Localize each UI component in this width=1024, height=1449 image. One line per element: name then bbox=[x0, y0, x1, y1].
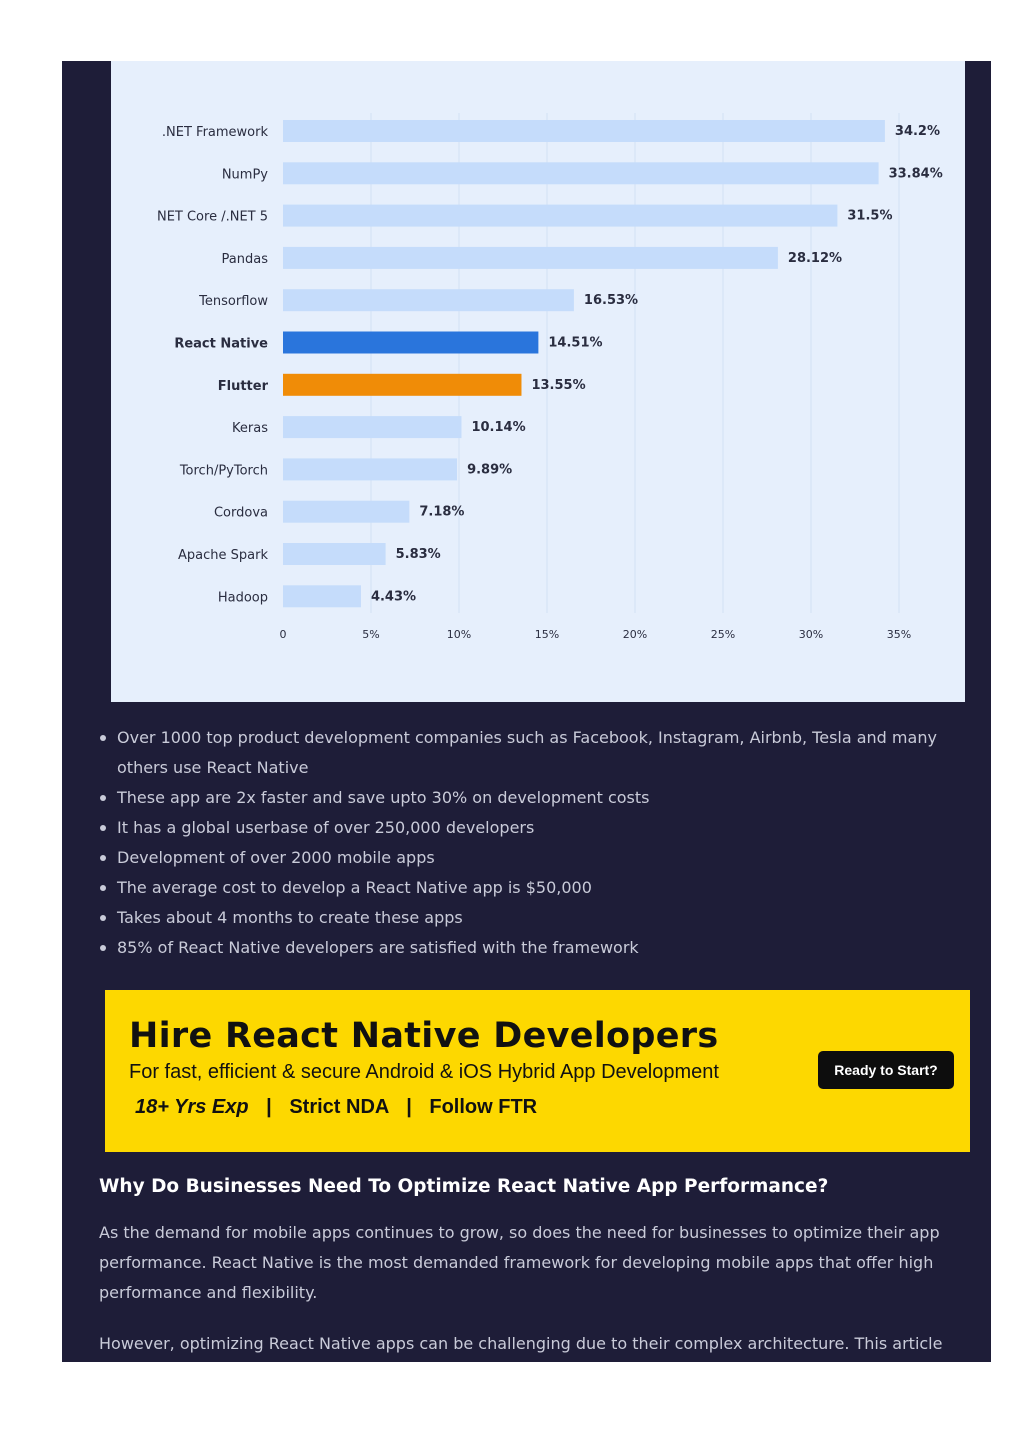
list-item: Takes about 4 months to create these app… bbox=[99, 903, 959, 933]
data-label: 9.89% bbox=[467, 462, 512, 477]
category-label: Apache Spark bbox=[178, 548, 268, 563]
tag-nda: Strict NDA bbox=[289, 1096, 389, 1118]
list-item: The average cost to develop a React Nati… bbox=[99, 873, 959, 903]
paragraph: As the demand for mobile apps continues … bbox=[99, 1223, 940, 1302]
tag-experience: 18+ Yrs Exp bbox=[135, 1096, 249, 1118]
category-label: NET Core /.NET 5 bbox=[157, 210, 268, 225]
category-label: Cordova bbox=[214, 506, 268, 521]
bar bbox=[283, 162, 879, 185]
data-label: 13.55% bbox=[531, 378, 585, 393]
data-label: 31.5% bbox=[847, 209, 892, 224]
data-label: 34.2% bbox=[895, 124, 940, 139]
banner-subtitle: For fast, efficient & secure Android & i… bbox=[129, 1061, 719, 1083]
category-label: NumPy bbox=[222, 167, 268, 182]
article-panel: 0 5% 10% 15% 20% 25% 30% 35% .NET Framework 34.2%… bbox=[62, 61, 991, 1362]
chart-svg: 0 5% 10% 15% 20% 25% 30% 35% .NET Framework 34.2%… bbox=[157, 113, 943, 641]
ready-to-start-button[interactable]: Ready to Start? bbox=[818, 1051, 954, 1089]
bar bbox=[283, 458, 458, 481]
bar bbox=[283, 289, 574, 312]
category-label: Torch/PyTorch bbox=[179, 463, 268, 478]
list-item: These app are 2x faster and save upto 30… bbox=[99, 783, 959, 813]
category-label: Pandas bbox=[222, 252, 269, 267]
x-tick-label: 10% bbox=[447, 628, 471, 641]
category-label: Hadoop bbox=[218, 590, 268, 605]
category-label: Tensorflow bbox=[198, 294, 268, 309]
x-tick-label: 20% bbox=[623, 628, 647, 641]
bar bbox=[283, 246, 778, 269]
list-item: Over 1000 top product development compan… bbox=[99, 723, 959, 783]
banner-title: Hire React Native Developers bbox=[129, 1016, 719, 1056]
bar bbox=[283, 500, 410, 523]
x-tick-label: 35% bbox=[887, 628, 911, 641]
bar bbox=[283, 585, 361, 608]
list-item: Development of over 2000 mobile apps bbox=[99, 843, 959, 873]
data-label: 7.18% bbox=[419, 505, 464, 520]
bar bbox=[283, 373, 522, 396]
hire-developers-banner[interactable]: Hire React Native Developers For fast, e… bbox=[105, 990, 970, 1152]
stats-list: Over 1000 top product development compan… bbox=[99, 723, 959, 963]
banner-tags: 18+ Yrs Exp | Strict NDA | Follow FTR bbox=[135, 1096, 537, 1119]
list-item: 85% of React Native developers are satis… bbox=[99, 933, 959, 963]
tag-separator: | bbox=[266, 1096, 272, 1118]
tag-follow: Follow FTR bbox=[429, 1096, 538, 1118]
category-label: .NET Framework bbox=[162, 125, 269, 140]
bar bbox=[283, 204, 838, 227]
data-label: 16.53% bbox=[584, 293, 638, 308]
category-label: Flutter bbox=[218, 379, 269, 394]
x-tick-label: 5% bbox=[362, 628, 379, 641]
data-label: 4.43% bbox=[371, 589, 416, 604]
bar bbox=[283, 543, 386, 565]
bar bbox=[283, 331, 539, 354]
paragraph: However, optimizing React Native apps ca… bbox=[99, 1334, 943, 1353]
bar bbox=[283, 120, 885, 142]
category-label: React Native bbox=[174, 337, 268, 352]
data-label: 28.12% bbox=[788, 251, 842, 266]
framework-usage-chart: 0 5% 10% 15% 20% 25% 30% 35% .NET Framework 34.2%… bbox=[111, 61, 965, 702]
data-label: 5.83% bbox=[396, 547, 441, 562]
x-tick-label: 30% bbox=[799, 628, 823, 641]
data-label: 14.51% bbox=[548, 336, 602, 351]
x-tick-label: 0 bbox=[280, 628, 287, 641]
section-heading: Why Do Businesses Need To Optimize React… bbox=[99, 1176, 829, 1197]
category-label: Keras bbox=[232, 421, 268, 436]
list-item: It has a global userbase of over 250,000… bbox=[99, 813, 959, 843]
x-tick-label: 25% bbox=[711, 628, 735, 641]
tag-separator: | bbox=[406, 1096, 412, 1118]
data-label: 10.14% bbox=[471, 420, 525, 435]
data-label: 33.84% bbox=[889, 166, 943, 181]
bar bbox=[283, 416, 462, 439]
x-tick-label: 15% bbox=[535, 628, 559, 641]
